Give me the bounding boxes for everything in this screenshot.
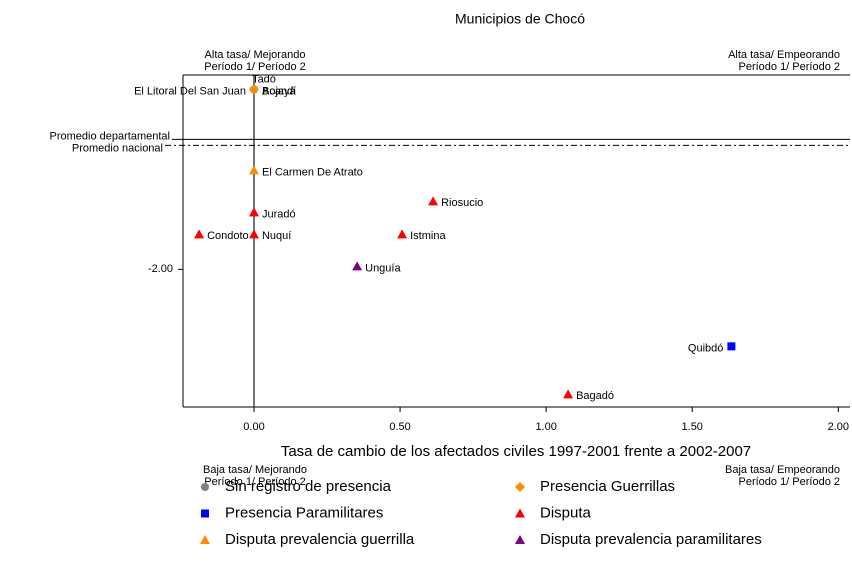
x-axis-label: Tasa de cambio de los afectados civiles … [281, 443, 751, 460]
x-tick-label: 2.00 [828, 421, 849, 433]
point-label: El Litoral Del San Juan [134, 85, 246, 97]
reference-label: Promedio departamental [50, 130, 170, 142]
legend-marker [200, 535, 210, 544]
quadrant-label: Baja tasa/ Empeorando [725, 464, 840, 476]
point-label: Bojayá [262, 85, 297, 97]
legend-label: Disputa prevalencia guerrilla [225, 531, 415, 548]
point-label: Acandí [262, 85, 296, 97]
point-label: Tadó [252, 73, 276, 85]
quadrant-label: Período 1/ Período 2 [204, 61, 306, 73]
point [563, 389, 574, 399]
legend-label: Disputa prevalencia paramilitares [540, 531, 762, 548]
point [248, 165, 259, 175]
point-label: Unguía [365, 262, 401, 274]
legend-marker [515, 508, 525, 518]
point-label: Bagadó [576, 390, 614, 402]
quadrant-label: Período 1/ Período 2 [738, 61, 840, 73]
legend-label: Presencia Guerrillas [540, 478, 675, 495]
point [194, 229, 205, 239]
y-tick-label: -2.00 [148, 263, 173, 275]
point [248, 84, 259, 95]
point-label: Nuquí [262, 230, 291, 242]
legend-label: Sin registro de presencia [225, 478, 392, 495]
quadrant-label: Baja tasa/ Mejorando [203, 464, 307, 476]
point-label: Condoto [207, 230, 249, 242]
point-label: Riosucio [441, 197, 483, 209]
point [727, 342, 736, 351]
legend-label: Disputa [540, 504, 592, 521]
legend-marker [515, 482, 525, 492]
point [428, 196, 439, 206]
reference-label: Promedio nacional [72, 142, 163, 154]
quadrant-label: Alta tasa/ Mejorando [205, 49, 306, 61]
point [397, 229, 408, 239]
legend-marker [515, 535, 525, 544]
x-tick-label: 0.50 [389, 421, 410, 433]
point-label: Juradó [262, 208, 296, 220]
quadrant-label: Período 1/ Período 2 [204, 476, 306, 488]
point [352, 261, 363, 271]
point [248, 229, 259, 239]
x-tick-label: 1.00 [535, 421, 556, 433]
point-label: Quibdó [688, 342, 723, 354]
quadrant-label: Período 1/ Período 2 [738, 476, 840, 488]
legend-marker [201, 509, 209, 518]
point [248, 207, 259, 217]
point-label: El Carmen De Atrato [262, 166, 363, 178]
x-tick-label: 1.50 [682, 421, 703, 433]
legend-marker [201, 483, 209, 491]
x-tick-label: 0.00 [243, 421, 264, 433]
quadrant-label: Alta tasa/ Empeorando [728, 49, 840, 61]
point-label: Istmina [410, 230, 446, 242]
legend-label: Presencia Paramilitares [225, 504, 383, 521]
chart-title: Municipios de Chocó [455, 11, 585, 27]
